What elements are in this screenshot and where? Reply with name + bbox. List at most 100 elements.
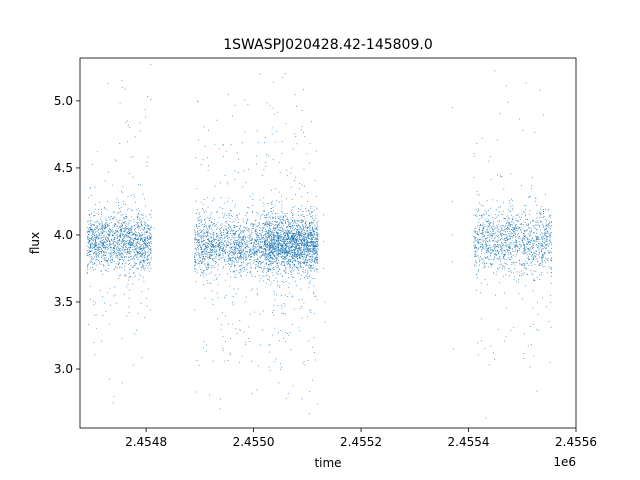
data-point bbox=[304, 246, 306, 248]
data-point bbox=[200, 222, 202, 224]
data-point bbox=[312, 231, 314, 232]
data-point bbox=[119, 250, 121, 251]
data-point bbox=[220, 224, 222, 226]
data-point bbox=[243, 250, 245, 252]
data-point bbox=[106, 208, 108, 210]
data-point bbox=[307, 226, 309, 228]
data-point bbox=[92, 269, 94, 271]
data-point bbox=[245, 259, 246, 261]
data-point bbox=[295, 233, 297, 235]
data-point bbox=[251, 393, 253, 394]
data-point bbox=[132, 247, 134, 248]
data-point bbox=[287, 235, 288, 237]
data-point bbox=[101, 213, 103, 215]
data-point bbox=[275, 246, 276, 248]
data-point bbox=[249, 249, 251, 251]
data-point bbox=[300, 240, 302, 242]
data-point bbox=[227, 258, 229, 260]
data-point bbox=[138, 273, 140, 275]
data-point bbox=[229, 263, 231, 265]
data-point bbox=[266, 219, 268, 221]
data-point bbox=[128, 208, 130, 210]
data-point bbox=[220, 242, 222, 243]
data-point bbox=[94, 229, 96, 231]
data-point bbox=[196, 254, 197, 256]
data-point bbox=[136, 268, 138, 270]
data-point bbox=[288, 233, 290, 235]
data-point bbox=[274, 229, 276, 231]
data-point bbox=[109, 244, 111, 246]
data-point bbox=[94, 263, 95, 264]
data-point bbox=[270, 257, 272, 259]
data-point bbox=[293, 256, 295, 257]
data-point bbox=[141, 237, 143, 239]
data-point bbox=[314, 245, 316, 247]
data-point bbox=[278, 229, 280, 231]
data-point bbox=[242, 266, 244, 268]
data-point bbox=[89, 230, 91, 231]
data-point bbox=[136, 246, 138, 248]
data-point bbox=[286, 246, 288, 248]
data-point bbox=[263, 245, 265, 247]
data-point bbox=[105, 231, 107, 233]
data-point bbox=[244, 238, 246, 240]
data-point bbox=[281, 243, 283, 245]
data-point bbox=[197, 241, 199, 242]
data-point bbox=[98, 234, 100, 236]
data-point bbox=[128, 236, 130, 238]
data-point bbox=[268, 211, 270, 213]
data-point bbox=[276, 235, 278, 237]
data-point bbox=[244, 253, 246, 255]
data-point bbox=[207, 264, 208, 266]
data-point bbox=[267, 236, 269, 237]
data-point bbox=[194, 270, 196, 272]
data-point bbox=[234, 105, 236, 106]
data-point bbox=[94, 215, 96, 216]
data-point bbox=[279, 248, 281, 250]
data-point bbox=[288, 247, 290, 249]
data-point bbox=[268, 255, 270, 257]
data-point bbox=[148, 232, 150, 234]
data-point bbox=[207, 235, 208, 236]
data-point bbox=[88, 236, 90, 238]
data-point bbox=[239, 244, 241, 246]
data-point bbox=[307, 262, 309, 263]
data-point bbox=[259, 223, 260, 225]
data-point bbox=[310, 312, 312, 313]
data-point bbox=[117, 239, 119, 241]
data-point bbox=[246, 220, 248, 222]
data-point bbox=[134, 243, 136, 244]
data-point bbox=[281, 240, 282, 242]
data-point bbox=[104, 207, 105, 209]
data-point bbox=[254, 240, 256, 242]
data-point bbox=[268, 246, 270, 248]
data-point bbox=[224, 225, 226, 227]
data-point bbox=[278, 332, 279, 334]
data-point bbox=[121, 267, 123, 268]
data-point bbox=[86, 236, 88, 237]
data-point bbox=[287, 250, 289, 252]
data-point bbox=[281, 222, 282, 224]
data-point bbox=[112, 230, 114, 232]
data-point bbox=[141, 234, 143, 236]
data-point bbox=[93, 238, 95, 240]
data-point bbox=[274, 327, 276, 329]
data-point bbox=[247, 262, 249, 264]
data-point bbox=[103, 225, 104, 227]
data-point bbox=[273, 251, 275, 253]
data-point bbox=[222, 216, 224, 218]
data-point bbox=[309, 245, 311, 247]
data-point bbox=[294, 249, 296, 250]
data-point bbox=[316, 245, 318, 247]
data-point bbox=[278, 265, 279, 267]
data-point bbox=[299, 330, 301, 332]
data-point bbox=[128, 243, 130, 244]
data-point bbox=[87, 221, 89, 222]
data-point bbox=[226, 243, 228, 245]
data-point bbox=[243, 257, 245, 259]
data-point bbox=[270, 263, 272, 265]
data-point bbox=[137, 312, 139, 314]
data-point bbox=[263, 205, 265, 207]
data-point bbox=[285, 223, 286, 224]
data-point bbox=[96, 236, 98, 237]
